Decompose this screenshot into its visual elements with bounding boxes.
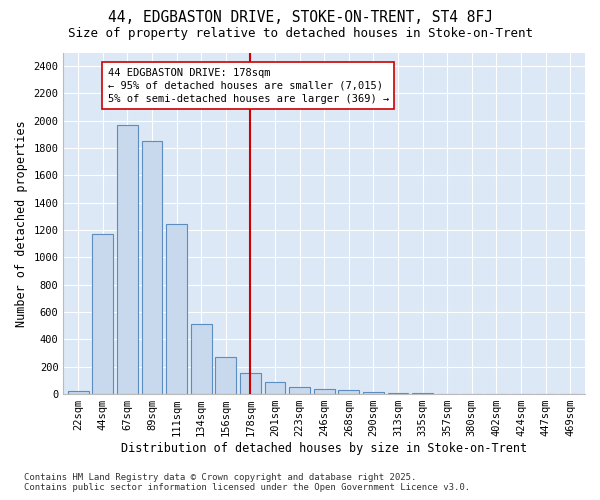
Bar	[265, 382, 286, 394]
Bar	[314, 390, 335, 394]
Bar	[215, 356, 236, 394]
Text: 44 EDGBASTON DRIVE: 178sqm
← 95% of detached houses are smaller (7,015)
5% of se: 44 EDGBASTON DRIVE: 178sqm ← 95% of deta…	[108, 68, 389, 104]
Y-axis label: Number of detached properties: Number of detached properties	[15, 120, 28, 326]
Text: Size of property relative to detached houses in Stoke-on-Trent: Size of property relative to detached ho…	[67, 28, 533, 40]
Bar	[388, 393, 409, 394]
X-axis label: Distribution of detached houses by size in Stoke-on-Trent: Distribution of detached houses by size …	[121, 442, 527, 455]
Bar	[240, 373, 261, 394]
Text: Contains HM Land Registry data © Crown copyright and database right 2025.
Contai: Contains HM Land Registry data © Crown c…	[24, 473, 470, 492]
Bar	[166, 224, 187, 394]
Bar	[92, 234, 113, 394]
Bar	[68, 390, 89, 394]
Bar	[289, 386, 310, 394]
Bar	[338, 390, 359, 394]
Text: 44, EDGBASTON DRIVE, STOKE-ON-TRENT, ST4 8FJ: 44, EDGBASTON DRIVE, STOKE-ON-TRENT, ST4…	[107, 10, 493, 25]
Bar	[117, 125, 138, 394]
Bar	[142, 142, 163, 394]
Bar	[363, 392, 384, 394]
Bar	[191, 324, 212, 394]
